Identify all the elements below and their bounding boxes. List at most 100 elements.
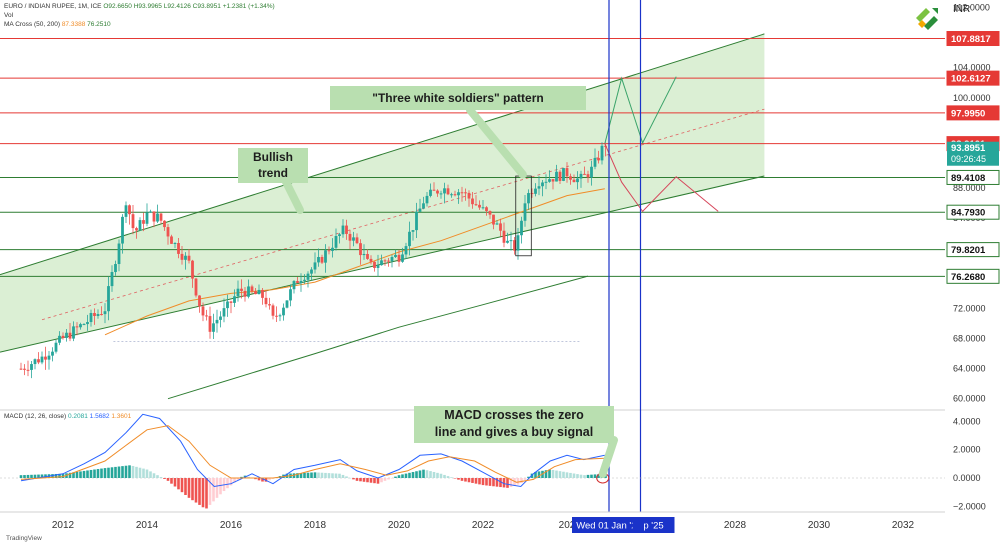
macd-histogram-bar	[107, 467, 110, 478]
time-axis-tick: 2016	[220, 520, 243, 531]
candle-body	[142, 220, 145, 224]
macd-histogram-bar	[303, 472, 306, 478]
candle-body	[201, 306, 205, 316]
macd-histogram-bar	[488, 478, 492, 486]
macd-histogram-bar	[481, 478, 485, 486]
candle-body	[191, 260, 194, 279]
time-axis-bg	[0, 512, 1000, 548]
vol-legend[interactable]: Vol	[4, 12, 13, 19]
macd-histogram-bar	[383, 478, 387, 481]
macd-histogram-bar	[565, 472, 569, 478]
level-badge-1	[946, 70, 1000, 86]
macd-buy-signal-text-2: line and gives a buy signal	[434, 425, 594, 439]
macd-histogram-bar	[485, 478, 488, 486]
macd-histogram-bar	[61, 473, 65, 478]
macd-histogram-bar	[439, 473, 443, 478]
price-axis-tick: 68.0000	[953, 334, 986, 344]
candle-body	[527, 193, 530, 204]
macd-histogram-bar	[110, 467, 114, 478]
candle-body	[170, 236, 173, 244]
ma-legend[interactable]: MA Cross (50, 200) 87.3388 76.2510	[4, 21, 111, 28]
candle-body	[380, 260, 383, 266]
candle-body	[264, 297, 268, 305]
macd-histogram-bar	[355, 478, 359, 481]
candle-body	[516, 235, 520, 251]
candle-body	[128, 205, 131, 215]
tradingview-brand: TradingView	[6, 535, 42, 542]
candle-body	[320, 256, 324, 263]
candle-body	[474, 204, 478, 206]
candle-body	[327, 250, 331, 252]
candle-body	[481, 207, 485, 209]
candle-body	[586, 174, 590, 178]
bullish-trend-text-1: Bullish	[252, 150, 293, 164]
macd-histogram-bar	[576, 474, 579, 478]
macd-histogram-bar	[89, 469, 93, 478]
macd-histogram-bar	[159, 477, 163, 478]
candle-body	[261, 289, 264, 298]
candle-body	[509, 240, 513, 242]
candle-body	[558, 171, 562, 181]
macd-histogram-bar	[191, 478, 194, 501]
macd-histogram-bar	[44, 474, 47, 478]
macd-histogram-bar	[415, 471, 418, 478]
candle-body	[572, 179, 576, 183]
candle-body	[331, 247, 334, 251]
ohlc-open: O92.6650	[103, 3, 132, 10]
macd-histogram-bar	[369, 478, 373, 483]
candle-body	[404, 246, 408, 255]
macd-histogram-bar	[135, 466, 138, 478]
macd-histogram-bar	[180, 478, 184, 493]
candle-body	[124, 205, 128, 217]
candle-body	[268, 304, 271, 306]
candle-body	[499, 223, 502, 231]
candle-body	[145, 212, 149, 224]
candle-body	[152, 211, 156, 222]
macd-histogram-bar	[394, 476, 397, 478]
ma-value-200: 76.2510	[87, 21, 111, 28]
macd-histogram-bar	[19, 475, 23, 478]
macd-histogram-bar	[373, 478, 376, 484]
projection-up	[604, 76, 677, 145]
macd-histogram-bar	[117, 466, 121, 478]
candle-body	[247, 286, 250, 297]
candle-body	[72, 326, 75, 339]
macd-histogram-bar	[236, 478, 240, 480]
candle-body	[65, 332, 68, 338]
level-badge-label: 76.2680	[951, 272, 985, 283]
macd-histogram-bar	[324, 472, 327, 478]
macd-histogram-bar	[544, 470, 548, 478]
candle-body	[278, 315, 282, 317]
macd-histogram-bar	[313, 472, 317, 478]
macd-histogram-bar	[401, 474, 404, 478]
candle-body	[149, 211, 152, 213]
macd-label: MACD (12, 26, close)	[4, 413, 67, 420]
macd-histogram-bar	[390, 478, 394, 479]
macd-histogram-bar	[471, 478, 474, 483]
macd-histogram-bar	[215, 478, 219, 498]
ohlc-low: L92.4126	[163, 3, 191, 10]
macd-histogram-bar	[212, 478, 215, 502]
macd-histogram-bar	[240, 476, 243, 478]
soldiers-pointer	[466, 106, 527, 179]
candle-body	[93, 312, 96, 317]
candle-body	[54, 342, 58, 352]
candle-body	[534, 188, 537, 194]
brand-logo-icon	[912, 4, 942, 34]
candle-body	[271, 305, 275, 316]
time-axis-tick: 2028	[724, 520, 747, 531]
candle-body	[310, 269, 313, 274]
level-badge-4	[946, 169, 1000, 185]
candle-body	[89, 312, 93, 323]
time-axis-tick: 2030	[808, 520, 831, 531]
macd-histogram-bar	[362, 478, 366, 482]
macd-histogram-bar	[534, 471, 537, 478]
macd-legend[interactable]: MACD (12, 26, close) 0.2081 1.5682 1.360…	[4, 413, 131, 420]
macd-histogram-bar	[551, 469, 555, 478]
candle-body	[180, 253, 184, 260]
candle-body	[159, 213, 163, 221]
price-axis-tick: 72.0000	[953, 303, 986, 313]
candle-body	[394, 254, 397, 258]
candle-body	[219, 316, 222, 320]
